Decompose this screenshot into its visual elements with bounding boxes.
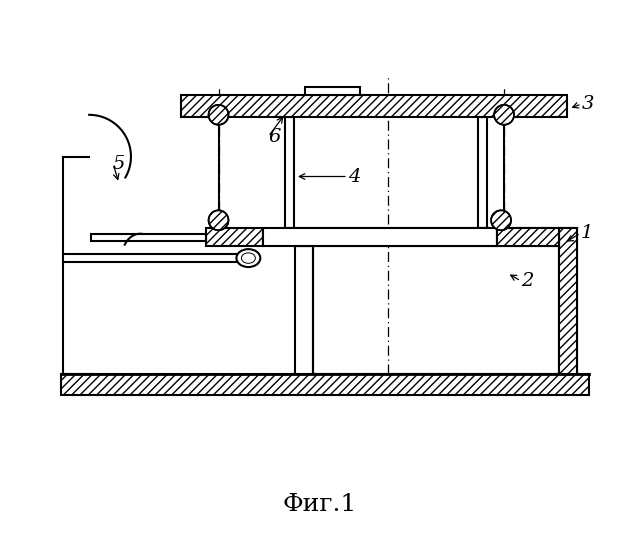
Bar bbox=[285, 117, 294, 228]
Bar bbox=[295, 246, 313, 374]
Bar bbox=[497, 228, 559, 246]
Bar bbox=[305, 87, 360, 95]
Bar bbox=[263, 228, 497, 246]
Text: 1: 1 bbox=[580, 224, 593, 242]
Text: 2: 2 bbox=[521, 272, 533, 290]
Text: Фиг.1: Фиг.1 bbox=[283, 493, 357, 516]
Bar bbox=[61, 374, 589, 396]
Text: 3: 3 bbox=[582, 95, 594, 113]
Bar bbox=[180, 95, 567, 117]
Circle shape bbox=[209, 210, 228, 230]
Bar bbox=[205, 228, 263, 246]
Circle shape bbox=[494, 105, 514, 125]
Bar bbox=[478, 117, 487, 228]
Bar bbox=[559, 228, 577, 374]
Bar bbox=[91, 234, 205, 241]
Text: 6: 6 bbox=[268, 128, 280, 145]
Circle shape bbox=[209, 105, 228, 125]
Ellipse shape bbox=[236, 249, 260, 267]
Text: 4: 4 bbox=[348, 168, 360, 186]
Text: 5: 5 bbox=[113, 155, 125, 172]
Bar bbox=[295, 228, 559, 246]
Ellipse shape bbox=[241, 253, 255, 263]
Circle shape bbox=[491, 210, 511, 230]
Bar bbox=[559, 228, 577, 374]
